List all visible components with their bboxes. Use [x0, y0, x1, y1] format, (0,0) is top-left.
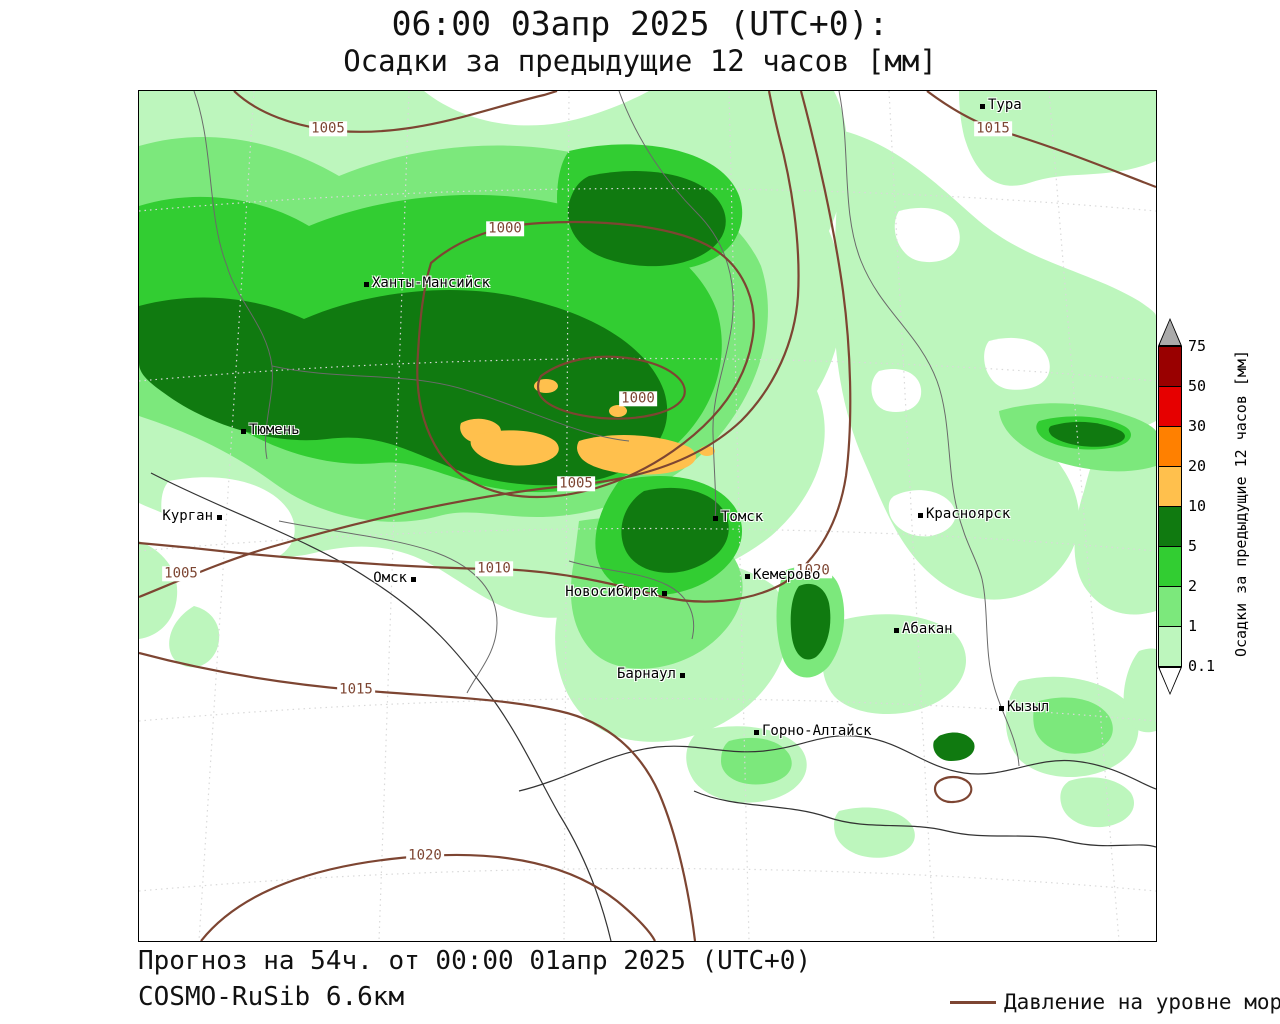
colorbar-segment: [1158, 346, 1182, 387]
colorbar-segment: [1158, 426, 1182, 467]
colorbar-scale: [1158, 346, 1182, 667]
title-datetime: 06:00 03апр 2025 (UTC+0):: [391, 4, 889, 43]
colorbar-segment: [1158, 586, 1182, 627]
colorbar-segment: [1158, 386, 1182, 427]
colorbar-tick-label: 0.1: [1188, 657, 1216, 675]
colorbar-tick-label: 75: [1188, 337, 1207, 355]
colorbar-tick-label: 20: [1188, 457, 1207, 475]
colorbar-tick-label: 5: [1188, 537, 1198, 555]
colorbar-tick-label: 50: [1188, 377, 1207, 395]
pressure-legend-label: Давление на уровне моря: [1004, 990, 1280, 1014]
pressure-line-sample: [950, 1000, 996, 1004]
country-borders: [150, 472, 1156, 941]
colorbar-segment: [1158, 466, 1182, 507]
colorbar-overflow-triangle: [1158, 318, 1182, 346]
colorbar-segment: [1158, 546, 1182, 587]
admin-borders: [193, 91, 1020, 767]
colorbar-tick-label: 30: [1188, 417, 1207, 435]
colorbar-tick-label: 2: [1188, 577, 1198, 595]
colorbar-segment: [1158, 626, 1182, 667]
colorbar-tick-label: 1: [1188, 617, 1198, 635]
colorbar-axis-label: Осадки за предыдущие 12 часов [мм]: [1232, 350, 1250, 658]
title-variable: Осадки за предыдущие 12 часов [мм]: [343, 44, 937, 78]
colorbar-underflow-triangle: [1158, 667, 1182, 695]
colorbar-tick-label: 10: [1188, 497, 1207, 515]
map-svg: [139, 91, 1156, 941]
pressure-legend: Давление на уровне моря: [950, 990, 1280, 1014]
graticule: [139, 91, 1156, 941]
forecast-info-line: Прогноз на 54ч. от 00:00 01апр 2025 (UTC…: [138, 946, 812, 976]
colorbar-segment: [1158, 506, 1182, 547]
model-info-line: COSMO-RuSib 6.6км: [138, 982, 405, 1012]
colorbar: 75 50 30 20 10 5 2 1 0.1: [1158, 318, 1238, 695]
precipitation-map: 1005 1015 1000 1000 1005 1005 1010 1020 1015 1020…: [138, 90, 1157, 942]
